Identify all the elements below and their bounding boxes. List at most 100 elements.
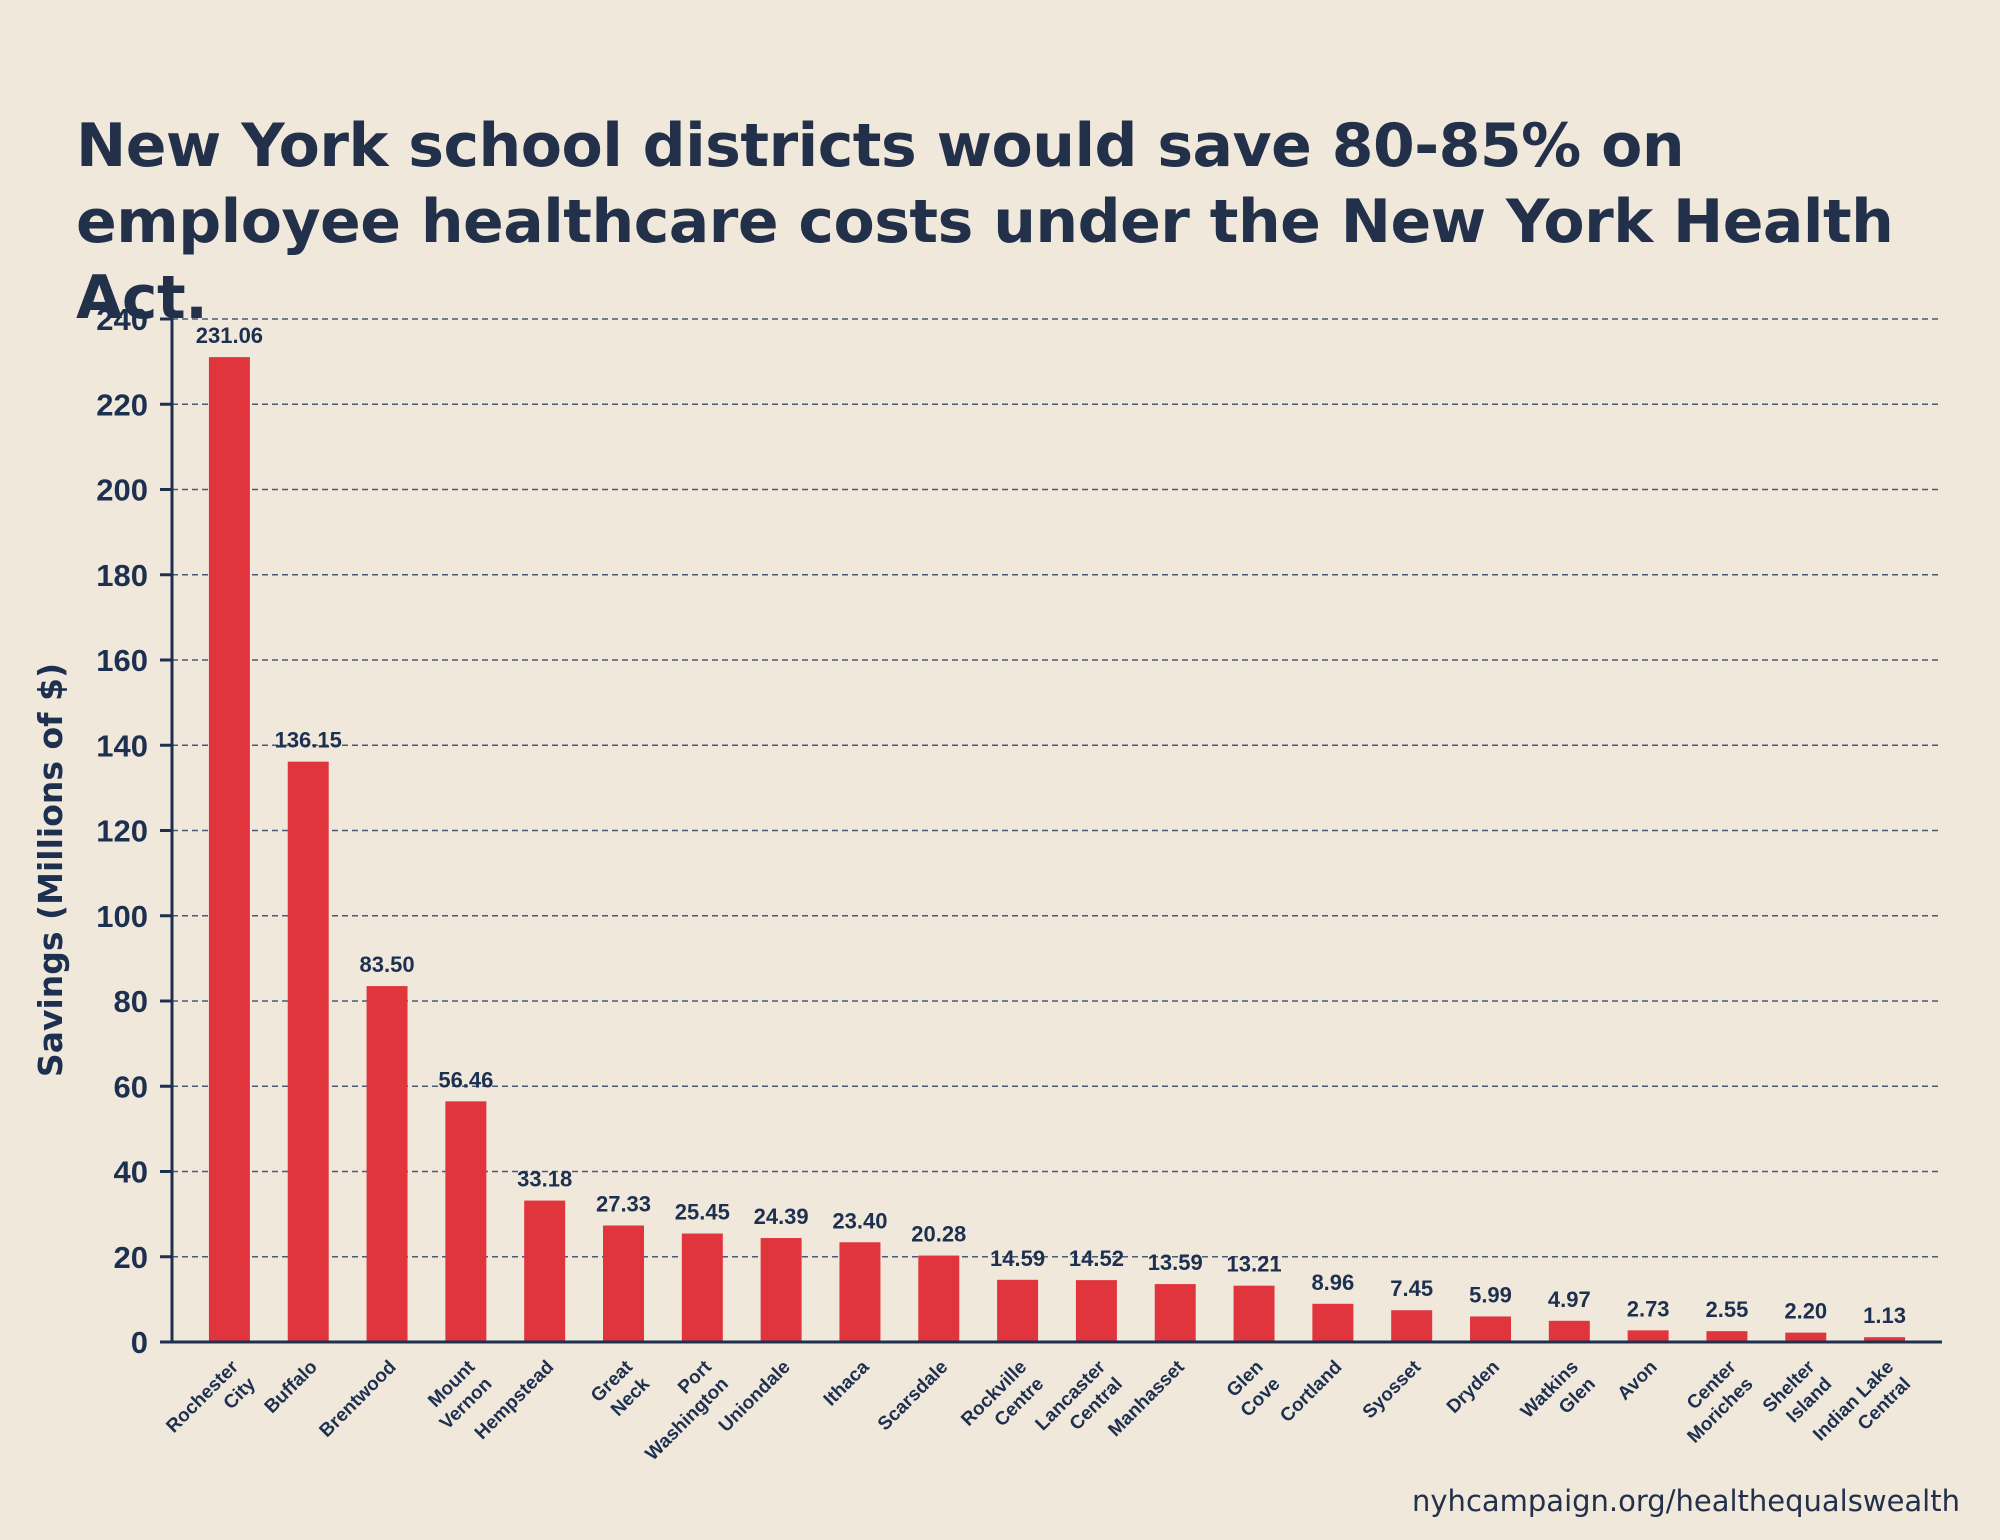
category-label: GlenCove <box>1220 1357 1285 1422</box>
category-label: CenterMoriches <box>1667 1356 1758 1447</box>
bar <box>1075 1280 1117 1342</box>
value-label: 33.18 <box>517 1167 572 1192</box>
category-label-text: GreatNeck <box>587 1356 654 1423</box>
value-label: 56.46 <box>438 1067 493 1092</box>
bar <box>1785 1332 1827 1342</box>
y-tick-label: 80 <box>114 984 148 1019</box>
category-label: Buffalo <box>261 1357 322 1418</box>
bar <box>1233 1285 1275 1342</box>
bar <box>1706 1331 1748 1342</box>
category-label-text: Ithaca <box>820 1356 874 1410</box>
category-label-line: Avon <box>1614 1357 1662 1405</box>
y-tick-label: 160 <box>96 643 148 678</box>
y-tick-label: 120 <box>96 814 148 849</box>
category-label-line: Manhasset <box>1104 1356 1189 1441</box>
bar <box>1391 1310 1433 1342</box>
bar <box>1470 1316 1511 1342</box>
bar <box>1154 1284 1196 1342</box>
category-label-line: Ithaca <box>820 1356 874 1410</box>
value-label: 2.55 <box>1706 1297 1749 1322</box>
value-label: 20.28 <box>911 1222 966 1247</box>
gridlines <box>172 318 1942 1258</box>
y-tick-label: 220 <box>96 387 148 422</box>
source-url: nyhcampaign.org/healthequalswealth <box>1412 1484 1960 1518</box>
bar <box>287 761 329 1342</box>
category-label-line: Brentwood <box>316 1357 401 1442</box>
category-label-text: Manhasset <box>1104 1356 1189 1441</box>
bar <box>366 986 408 1342</box>
category-label: Avon <box>1614 1357 1662 1405</box>
bar <box>1864 1337 1906 1342</box>
bar <box>681 1233 723 1342</box>
y-tick-label: 0 <box>131 1325 148 1360</box>
value-label: 8.96 <box>1311 1270 1354 1295</box>
category-label-text: WatkinsGlen <box>1517 1357 1600 1440</box>
y-axis-ticks: 0 20 40 60 80 100 120 140 160 180 200 220 240 <box>96 302 172 1360</box>
value-label: 27.33 <box>596 1192 651 1217</box>
category-label: GreatNeck <box>587 1356 654 1423</box>
bar <box>1627 1330 1669 1342</box>
bar <box>1548 1320 1590 1342</box>
category-label: WatkinsGlen <box>1517 1357 1600 1440</box>
category-label-text: Brentwood <box>316 1357 401 1442</box>
category-label-text: LancasterCentral <box>1032 1356 1128 1452</box>
category-label-text: PortWashington <box>625 1356 734 1465</box>
category-label-text: RockvilleCentre <box>957 1357 1048 1448</box>
bar <box>997 1279 1039 1342</box>
category-label: Ithaca <box>820 1356 874 1410</box>
bar <box>445 1101 487 1342</box>
category-label-line: Uniondale <box>715 1357 795 1437</box>
bars <box>208 357 1906 1342</box>
category-label-line: Cortland <box>1276 1357 1346 1427</box>
y-tick-label: 100 <box>96 899 148 934</box>
category-label: Manhasset <box>1104 1356 1189 1441</box>
value-label: 4.97 <box>1548 1287 1591 1312</box>
category-label-text: Avon <box>1614 1357 1662 1405</box>
bar <box>1312 1303 1354 1342</box>
category-label-text: Buffalo <box>261 1357 322 1418</box>
category-label-line: Dryden <box>1443 1357 1504 1418</box>
value-label: 24.39 <box>754 1204 809 1229</box>
bar <box>208 357 250 1342</box>
bar <box>603 1225 644 1342</box>
bar <box>918 1255 960 1342</box>
category-label-text: Syosset <box>1359 1356 1426 1423</box>
bar <box>760 1238 802 1342</box>
value-label: 14.52 <box>1069 1246 1124 1271</box>
category-label-text: RochesterCity <box>162 1356 260 1454</box>
value-label: 2.73 <box>1627 1296 1670 1321</box>
y-tick-label: 180 <box>96 558 148 593</box>
chart-title: New York school districts would save 80-… <box>76 111 1894 333</box>
category-label: Dryden <box>1443 1357 1504 1418</box>
category-label: RockvilleCentre <box>957 1357 1048 1448</box>
category-label-text: Cortland <box>1276 1357 1346 1427</box>
value-labels: 231.06 136.15 83.50 56.46 33.18 27.33 25.45 24.… <box>196 323 1906 1328</box>
value-label: 1.13 <box>1863 1303 1906 1328</box>
category-label-text: CenterMoriches <box>1667 1356 1758 1447</box>
value-label: 136.15 <box>275 728 342 753</box>
y-tick-label: 240 <box>96 302 148 337</box>
category-label: Scarsdale <box>874 1357 952 1435</box>
category-label: PortWashington <box>625 1356 734 1465</box>
value-label: 25.45 <box>675 1200 730 1225</box>
category-label-text: GlenCove <box>1220 1357 1285 1422</box>
value-label: 13.59 <box>1148 1250 1203 1275</box>
category-label: Syosset <box>1359 1356 1426 1423</box>
value-label: 14.59 <box>990 1246 1045 1271</box>
category-label: Cortland <box>1276 1357 1346 1427</box>
category-label-text: Indian LakeCentral <box>1809 1357 1915 1463</box>
value-label: 23.40 <box>832 1208 887 1233</box>
category-label-line: Buffalo <box>261 1357 322 1418</box>
bar <box>839 1242 881 1342</box>
category-label-line: Syosset <box>1359 1356 1426 1423</box>
value-label: 83.50 <box>360 952 415 977</box>
value-label: 13.21 <box>1227 1252 1282 1277</box>
y-tick-label: 20 <box>114 1240 148 1275</box>
y-tick-label: 200 <box>96 473 148 508</box>
y-axis-label: Savings (Millions of $) <box>31 663 70 1077</box>
value-label: 7.45 <box>1390 1276 1433 1301</box>
category-label: Brentwood <box>316 1357 401 1442</box>
category-label: Indian LakeCentral <box>1809 1357 1915 1463</box>
